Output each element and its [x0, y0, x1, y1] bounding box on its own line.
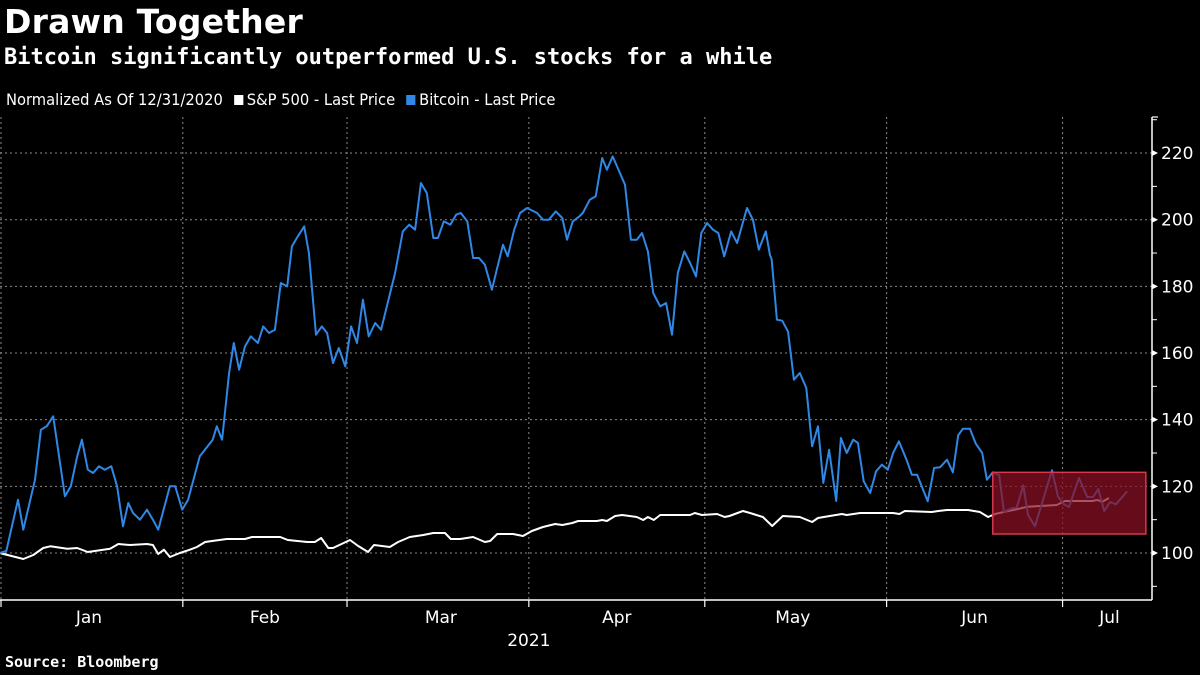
- source-note: Source: Bloomberg: [5, 653, 159, 671]
- y-tick-label-160: 160: [1161, 344, 1193, 364]
- y-major-tick-160: [1152, 350, 1158, 357]
- highlight-box: [992, 471, 1147, 535]
- y-tick-label-140: 140: [1161, 411, 1193, 431]
- gridlines: [0, 117, 1152, 600]
- y-major-tick-100: [1152, 550, 1158, 556]
- x-tick-label-May: May: [775, 608, 810, 628]
- y-major-tick-140: [1152, 416, 1158, 423]
- y-major-tick-220: [1152, 150, 1158, 157]
- y-tick-label-100: 100: [1161, 544, 1193, 564]
- legend-item-bitcoin: Bitcoin - Last Price: [406, 90, 555, 109]
- legend-swatch-sp500: [233, 94, 244, 105]
- y-major-tick-120: [1152, 483, 1158, 490]
- legend-swatch-bitcoin: [406, 94, 416, 105]
- y-tick-label-200: 200: [1161, 211, 1193, 231]
- legend-item-sp500: S&P 500 - Last Price: [233, 90, 396, 109]
- legend-label-bitcoin: Bitcoin - Last Price: [419, 90, 556, 109]
- y-tick-label-180: 180: [1161, 277, 1193, 297]
- x-tick-label-Feb: Feb: [250, 608, 280, 628]
- x-tick-label-Apr: Apr: [602, 608, 631, 628]
- axes: [0, 116, 1158, 607]
- y-tick-label-220: 220: [1161, 144, 1193, 164]
- x-year-label: 2021: [507, 631, 550, 651]
- x-tick-label-Jun: Jun: [960, 608, 988, 628]
- x-tick-label-Jan: Jan: [75, 608, 102, 628]
- x-tick-label-Jul: Jul: [1098, 608, 1120, 628]
- chart-title: Drawn Together: [4, 2, 303, 41]
- x-tick-label-Mar: Mar: [425, 608, 457, 628]
- legend-label-sp500: S&P 500 - Last Price: [246, 90, 396, 109]
- y-major-tick-200: [1152, 216, 1158, 223]
- series-line-sp500: [0, 497, 1110, 560]
- legend-note: Normalized As Of 12/31/2020: [6, 90, 223, 109]
- legend: Normalized As Of 12/31/2020 S&P 500 - La…: [6, 90, 555, 109]
- series-line-bitcoin: [0, 155, 1128, 554]
- chart-subtitle: Bitcoin significantly outperformed U.S. …: [4, 45, 773, 70]
- highlight-layer: [992, 471, 1147, 535]
- series-lines: [0, 155, 1128, 560]
- y-major-tick-180: [1152, 283, 1158, 290]
- y-tick-label-120: 120: [1161, 477, 1193, 497]
- tick-labels: 100 120 140 160 180 200 220 Jan Feb Mar Apr May Jun J…: [75, 144, 1194, 651]
